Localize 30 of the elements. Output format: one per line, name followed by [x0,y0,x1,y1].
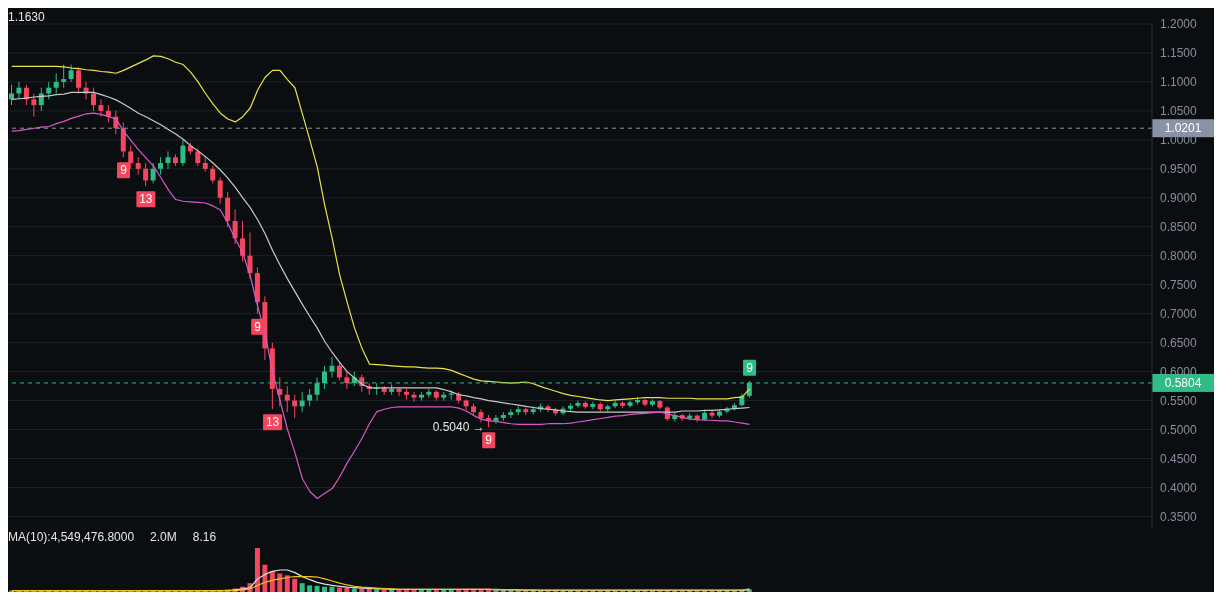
y-tick-label: 1.1500 [1160,46,1198,61]
y-tick-label: 0.7000 [1160,306,1198,321]
annotation: 0.5040 → [432,420,485,435]
y-tick-label: 0.4500 [1160,451,1198,466]
annotation: 9 [485,433,493,448]
ref-line-label: 0.5804 [1164,375,1202,390]
y-tick-label: 0.9500 [1160,162,1198,177]
y-tick-label: 0.5000 [1160,422,1198,437]
y-tick-label: 0.3500 [1160,509,1198,524]
y-tick-label: 0.4000 [1160,480,1198,495]
y-tick-label: 0.8500 [1160,220,1198,235]
y-tick-label: 1.2000 [1160,17,1198,32]
annotation: 13 [265,415,280,430]
ref-line-label: 1.0201 [1164,121,1202,136]
text: MA(10):4,549,476.8000 [8,530,135,544]
y-tick-label: 1.1000 [1160,75,1198,90]
annotation: 9 [746,360,754,375]
text: 2.0M [150,530,177,544]
y-tick-label: 0.6500 [1160,335,1198,350]
annotation: 9 [120,163,128,178]
y-tick-label: 1.0000 [1160,133,1198,148]
text: 1.1630 [8,10,45,24]
y-tick-label: 0.7500 [1160,277,1198,292]
y-tick-label: 1.0500 [1160,104,1198,119]
y-tick-label: 0.8000 [1160,248,1198,263]
annotation: 9 [254,319,262,334]
y-tick-label: 0.9000 [1160,191,1198,206]
y-tick-label: 0.5500 [1160,393,1198,408]
text: 8.16 [192,530,217,544]
annotation: 13 [139,192,153,207]
